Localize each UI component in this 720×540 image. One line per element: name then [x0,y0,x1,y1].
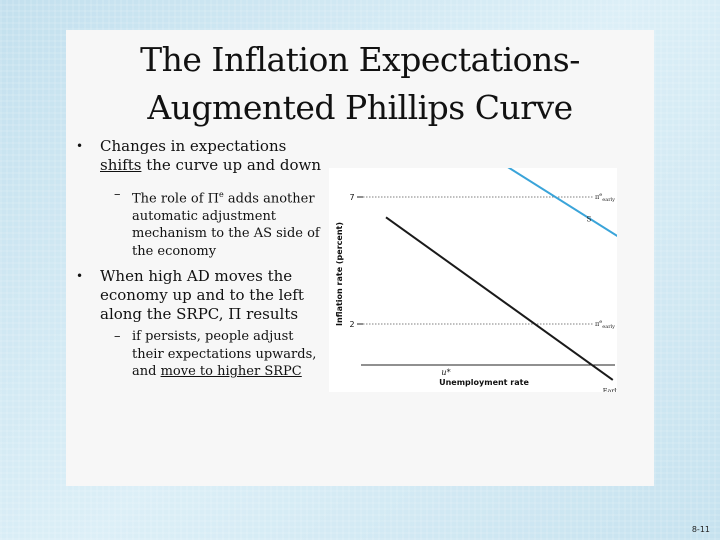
series-label-2: Early 2000s Phillips curve [603,387,617,392]
phillips-curve-line-1 [507,168,617,238]
title-line-2: Augmented Phillips Curve [147,88,573,127]
sub-1-text: The role of Π [132,191,220,207]
bullet-2-text: When high AD moves the economy up and to… [100,267,304,324]
phillips-curve-chart: Inflation rate (percent) Unemployment ra… [335,168,617,392]
bullet-dot: • [76,269,84,284]
x-tick-u-star: u* [441,368,450,377]
bullet-1-text: Changes in expectations [100,137,287,155]
phillips-curve-line-2 [385,216,614,381]
sub-bullet-persists: – if persists, people adjust their expec… [72,328,322,381]
sub-dash: – [114,187,121,202]
sub-2-text: if persists, people adjust their expecta… [132,329,317,380]
phillips-curve-figure: Inflation rate (percent) Unemployment ra… [329,168,617,392]
point-label-s: S [587,215,592,223]
y-tick-7: 7 [349,193,354,202]
bullet-1-underlined: shifts [100,156,142,174]
expectation-label-1: πeearly 80s = 7% [595,192,617,203]
page-number: 8-11 [691,525,710,534]
expectation-label-2: πeearly 00s = 2% [595,319,617,330]
bullet-expectations: • Changes in expectations shifts the cur… [72,137,322,175]
sub-dash: – [114,329,121,345]
sub-1-text-end: adds another automatic adjustment mechan… [132,191,320,259]
y-tick-2: 2 [349,320,354,329]
slide-title: The Inflation Expectations- Augmented Ph… [66,36,654,132]
x-axis-label: Unemployment rate [439,378,529,387]
title-line-1: The Inflation Expectations- [140,40,580,79]
bullet-dot: • [76,139,84,153]
sub-bullet-role: – The role of Πe adds another automatic … [72,186,322,260]
sub-1-sup: e [219,190,224,199]
sub-2-underlined: move to higher SRPC [160,364,302,380]
bullet-1-text-end: the curve up and down [141,156,322,174]
y-axis-label: Inflation rate (percent) [335,222,344,326]
bullet-high-ad: • When high AD moves the economy up and … [72,267,322,324]
bullet-list: • Changes in expectations shifts the cur… [72,137,322,381]
